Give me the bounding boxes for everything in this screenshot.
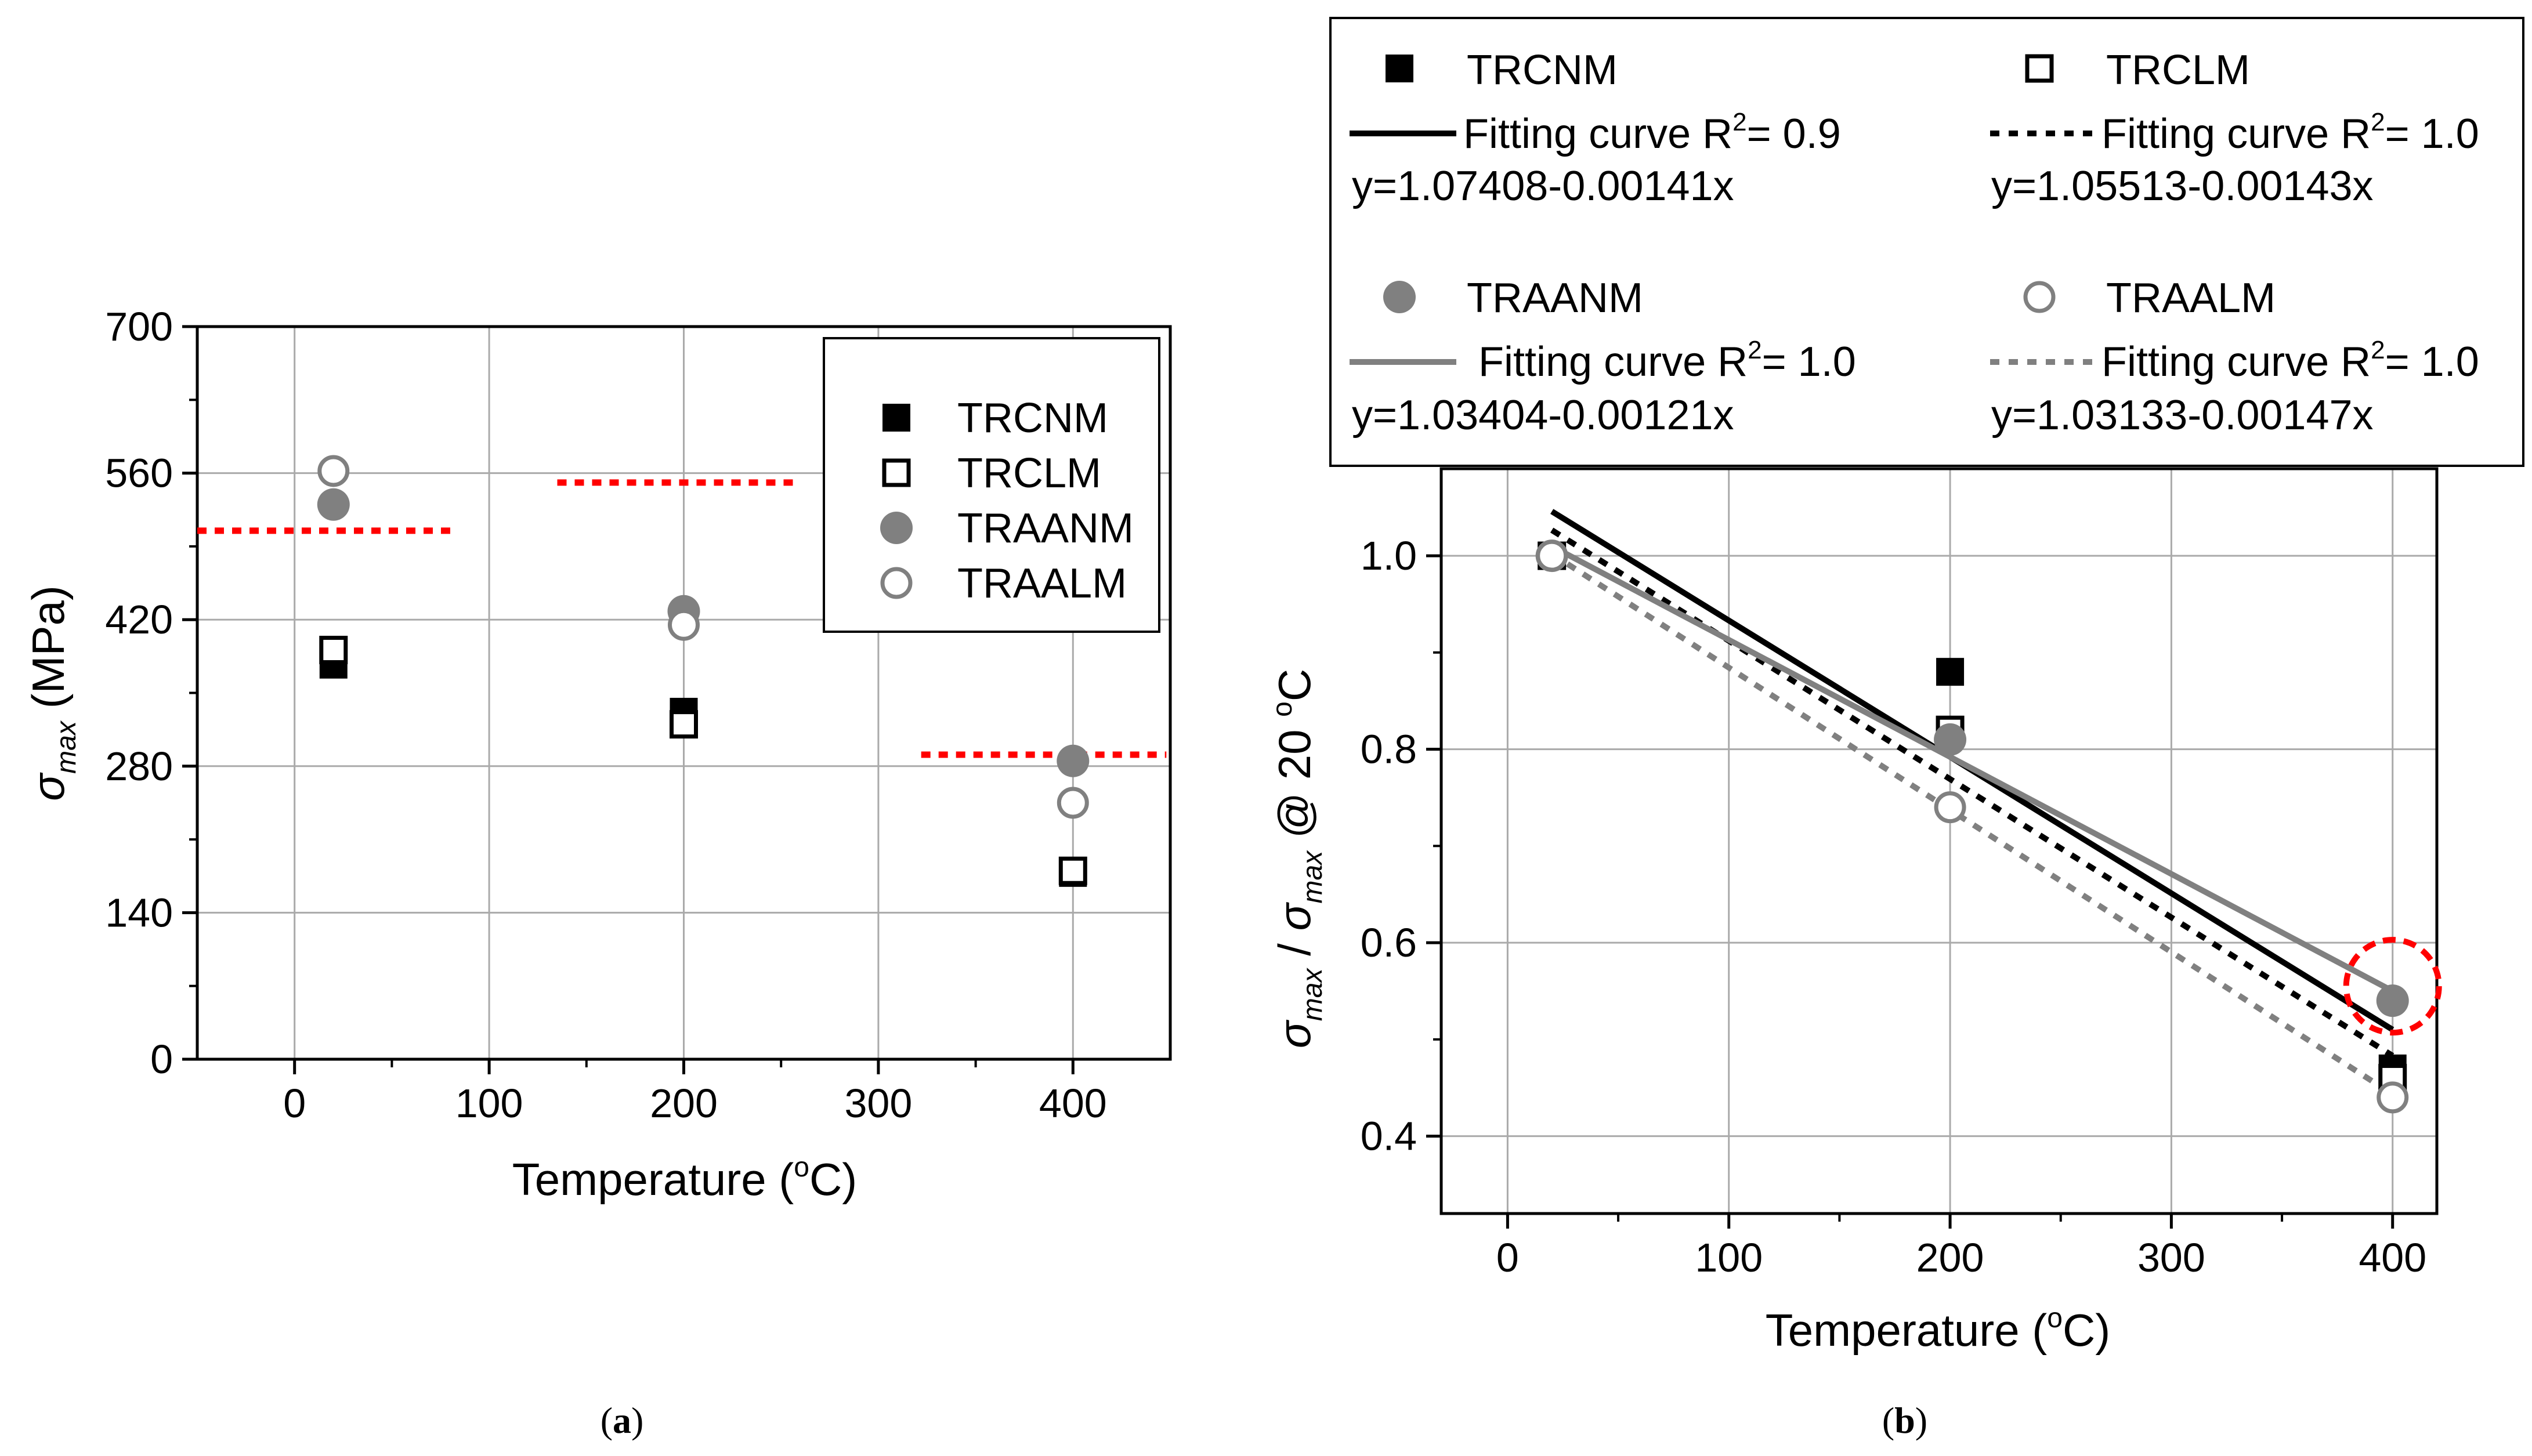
chart-b-legend-equation-trclm: y=1.05513-0.00143x (1991, 163, 2374, 209)
chart-a-y-tick-label: 280 (105, 744, 173, 789)
chart-b-fit-line-traanm (1550, 544, 2394, 994)
chart-b-legend-marker-traalm (2023, 281, 2056, 313)
chart-b-legend-equation-traanm: y=1.03404-0.00121x (1352, 392, 1734, 439)
chart-a-x-tick-label: 300 (845, 1081, 913, 1126)
chart-a-point-traalm (317, 455, 350, 487)
chart-b-x-tick-label: 0 (1496, 1235, 1519, 1280)
chart-b-legend-label-traalm: TRAALM (2106, 275, 2276, 321)
chart-a-y-tick-label: 0 (150, 1037, 173, 1082)
chart-b-x-tick-label: 100 (1695, 1235, 1763, 1280)
chart-a-y-tick-label: 560 (105, 451, 173, 496)
chart-b-x-tick-label: 400 (2359, 1235, 2426, 1280)
chart-b-fit-line-trclm (1550, 527, 2394, 1059)
chart-a-point-traalm (668, 609, 700, 641)
chart-a-ticks (182, 325, 1075, 1074)
chart-b-legend-box (1329, 17, 2524, 467)
chart-b-point-trcnm (1936, 658, 1965, 686)
chart-a-y-tick-label: 140 (105, 890, 173, 935)
chart-a-panel-label: (a) (601, 1400, 644, 1441)
chart-b-y-tick-label: 0.8 (1361, 727, 1417, 772)
chart-b-plot-frame (1439, 467, 2439, 1215)
chart-b-legend-marker-traanm (1383, 281, 1416, 313)
chart-a-x-tick-label: 100 (455, 1081, 523, 1126)
chart-b-legend-fit-label-trcnm: Fitting curve R2= 0.9 (1463, 108, 1841, 157)
chart-a-x-tick-label: 400 (1039, 1081, 1107, 1126)
chart-b-highlight-circle (2343, 937, 2442, 1036)
chart-b-point-traalm (1536, 539, 1568, 572)
chart-a-legend-box (823, 337, 1160, 633)
chart-b-point-traanm (1934, 723, 1967, 756)
chart-a-point-trclm (670, 710, 698, 739)
chart-b-x-tick-label: 300 (2137, 1235, 2205, 1280)
chart-b-legend-label-traanm: TRAANM (1467, 275, 1643, 321)
chart-a-point-trclm (1058, 856, 1087, 885)
chart-a-data-points (317, 455, 1090, 887)
chart-a-point-traanm (1057, 744, 1090, 777)
chart-a-y-tick-label: 420 (105, 597, 173, 642)
chart-a-point-traanm (317, 488, 350, 521)
chart-a-reference-lines (197, 479, 1167, 758)
chart-b-fit-lines (1550, 509, 2394, 1097)
chart-b-legend-marker-trclm (2025, 54, 2054, 83)
chart-b-y-tick-label: 0.4 (1361, 1114, 1417, 1159)
chart-a-legend-marker-trclm (882, 458, 911, 487)
chart-a-legend-label-trclm: TRCLM (957, 450, 1101, 497)
chart-b-fit-line-traalm (1550, 551, 2394, 1097)
chart-b-legend-label-trclm: TRCLM (2106, 47, 2250, 93)
chart-b-y-tick-label: 0.6 (1361, 920, 1417, 965)
chart-a-x-axis-label: Temperature (oC) (512, 1152, 858, 1205)
chart-a-legend-marker-traanm (880, 512, 913, 544)
chart-b-point-traanm (2376, 984, 2409, 1017)
chart-b-annotation (2343, 937, 2442, 1036)
chart-b-legend-samples (1350, 54, 2096, 365)
chart-a-tick-labels: 0 100 200 300 400 0 140 280 420 560 700 (105, 304, 1106, 1126)
chart-a-y-axis-label: σmax (MPa) (23, 585, 82, 801)
chart-a-legend-label-trcnm: TRCNM (957, 395, 1108, 441)
chart-b-point-traalm (2377, 1081, 2409, 1114)
chart-a-legend-marker-trcnm (882, 404, 910, 432)
chart-panel-b: 0 100 200 300 400 0.4 0.6 0.8 1.0 TRCNM Fitting … (1267, 17, 2524, 1441)
chart-b-legend-fit-label-traalm: Fitting curve R2= 1.0 (2101, 336, 2479, 385)
chart-a-legend-marker-traalm (880, 567, 913, 599)
chart-a-x-tick-label: 200 (650, 1081, 718, 1126)
chart-a-x-tick-label: 0 (283, 1081, 306, 1126)
chart-a-point-trclm (319, 636, 348, 665)
chart-b-legend-equation-traalm: y=1.03133-0.00147x (1991, 392, 2374, 439)
chart-a-legend-label-traalm: TRAALM (957, 560, 1127, 607)
chart-b-legend-equation-trcnm: y=1.07408-0.00141x (1352, 163, 1734, 209)
chart-a-y-tick-label: 700 (105, 304, 173, 349)
chart-b-legend: TRCNM Fitting curve R2= 0.9 y=1.07408-0.… (1329, 17, 2524, 467)
chart-b-data-points (1535, 539, 2409, 1114)
chart-b-legend-marker-trcnm (1386, 55, 1413, 82)
chart-b-grid (1441, 469, 2437, 1214)
chart-a-legend-markers (880, 404, 913, 599)
chart-b-legend-fit-label-trclm: Fitting curve R2= 1.0 (2101, 108, 2479, 157)
chart-b-panel-label: (b) (1882, 1400, 1927, 1441)
chart-b-legend-label-trcnm: TRCNM (1467, 47, 1618, 93)
chart-panel-a: 0 100 200 300 400 0 140 280 420 560 700 TRCNM TRCL… (23, 304, 1172, 1441)
chart-b-ticks (1426, 554, 2394, 1229)
chart-b-tick-labels: 0 100 200 300 400 0.4 0.6 0.8 1.0 (1361, 533, 2426, 1280)
chart-b-x-axis-label: Temperature (oC) (1766, 1303, 2111, 1356)
chart-b-point-traalm (1934, 791, 1966, 824)
chart-b-y-tick-label: 1.0 (1361, 533, 1417, 578)
chart-a-legend: TRCNM TRCLM TRAANM TRAALM (823, 337, 1160, 633)
chart-b-y-axis-label: σmax / σmax @ 20 oC (1267, 669, 1328, 1048)
chart-b-x-tick-label: 200 (1916, 1235, 1984, 1280)
chart-b-legend-fit-label-traanm: Fitting curve R2= 1.0 (1478, 336, 1856, 385)
chart-a-point-traalm (1057, 787, 1089, 819)
chart-a-legend-label-traanm: TRAANM (957, 505, 1134, 552)
